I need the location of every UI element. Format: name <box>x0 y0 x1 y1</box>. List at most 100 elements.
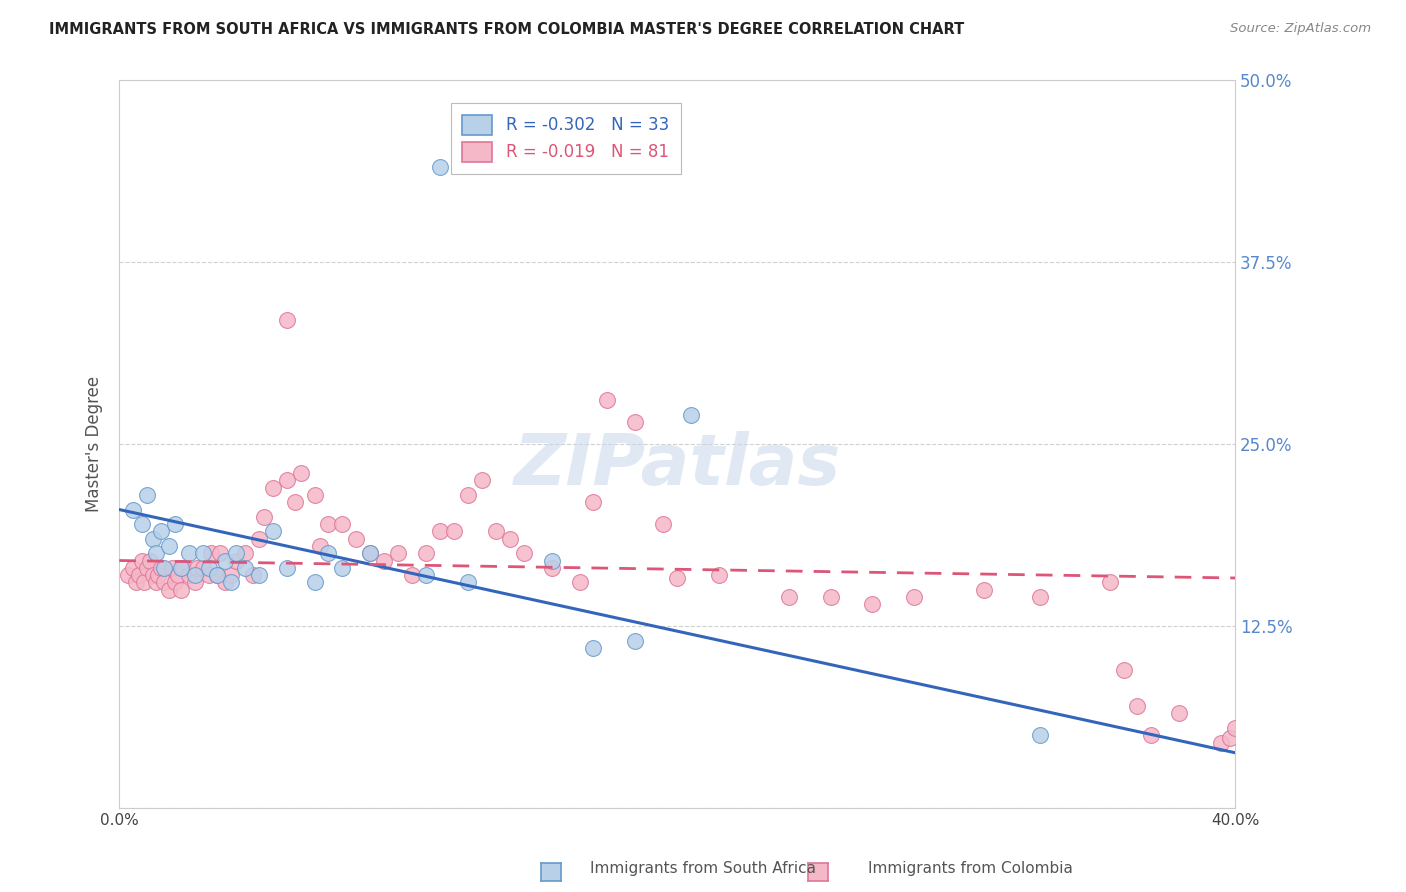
Point <box>247 568 270 582</box>
Point <box>401 568 423 582</box>
Legend: R = -0.302   N = 33, R = -0.019   N = 81: R = -0.302 N = 33, R = -0.019 N = 81 <box>451 103 681 174</box>
Point <box>183 575 205 590</box>
Point <box>429 524 451 539</box>
Point <box>318 517 340 532</box>
Point <box>429 161 451 175</box>
Point <box>219 575 242 590</box>
Point <box>134 575 156 590</box>
Point <box>903 590 925 604</box>
Point <box>153 575 176 590</box>
Point <box>304 488 326 502</box>
Point <box>582 640 605 655</box>
Point <box>148 568 170 582</box>
Point <box>596 393 619 408</box>
Point <box>1112 663 1135 677</box>
Point <box>247 532 270 546</box>
Point <box>276 474 298 488</box>
Text: ZIPatlas: ZIPatlas <box>513 432 841 500</box>
Point <box>186 561 208 575</box>
Point <box>162 561 184 575</box>
Point <box>1218 731 1240 746</box>
Point <box>208 546 231 560</box>
Point <box>1251 702 1274 716</box>
Point <box>145 575 167 590</box>
Point <box>1211 735 1233 749</box>
Point <box>225 546 247 560</box>
Point <box>457 488 479 502</box>
Point <box>973 582 995 597</box>
Point <box>1223 721 1246 735</box>
Text: Immigrants from South Africa: Immigrants from South Africa <box>591 861 815 876</box>
Point <box>177 568 200 582</box>
Point <box>1126 699 1149 714</box>
Point <box>169 561 191 575</box>
Point <box>1308 670 1330 684</box>
Point <box>485 524 508 539</box>
Point <box>214 553 236 567</box>
Y-axis label: Master's Degree: Master's Degree <box>86 376 103 512</box>
Point <box>183 568 205 582</box>
Point <box>332 561 354 575</box>
Point <box>219 568 242 582</box>
Point <box>150 561 173 575</box>
Point <box>166 568 188 582</box>
Point <box>253 509 276 524</box>
Point <box>304 575 326 590</box>
Point <box>262 481 284 495</box>
Point <box>359 546 381 560</box>
Point <box>191 546 214 560</box>
Point <box>415 568 437 582</box>
Point <box>1168 706 1191 721</box>
Point <box>225 553 247 567</box>
Point <box>159 582 181 597</box>
Point <box>707 568 730 582</box>
Point <box>415 546 437 560</box>
Point <box>290 466 312 480</box>
Point <box>150 524 173 539</box>
Point <box>582 495 605 509</box>
Point <box>443 524 465 539</box>
Text: Source: ZipAtlas.com: Source: ZipAtlas.com <box>1230 22 1371 36</box>
Point <box>165 575 187 590</box>
Point <box>136 488 159 502</box>
Point <box>540 553 562 567</box>
Point <box>540 561 562 575</box>
Point <box>177 546 200 560</box>
Point <box>131 553 153 567</box>
Point <box>205 568 228 582</box>
Point <box>197 568 219 582</box>
Point <box>332 517 354 532</box>
Point <box>169 582 191 597</box>
Point <box>276 313 298 327</box>
Point <box>122 561 145 575</box>
Point <box>862 597 884 611</box>
Point <box>128 568 150 582</box>
Point <box>1029 728 1052 742</box>
Point <box>142 532 165 546</box>
Point <box>131 517 153 532</box>
Point <box>262 524 284 539</box>
Point <box>778 590 800 604</box>
Point <box>153 561 176 575</box>
Point <box>513 546 536 560</box>
Point <box>457 575 479 590</box>
Point <box>373 553 395 567</box>
Point <box>471 474 494 488</box>
Point <box>205 568 228 582</box>
Point <box>1279 688 1302 702</box>
Point <box>624 415 647 429</box>
Point <box>1237 714 1260 728</box>
Point <box>1029 590 1052 604</box>
Point <box>309 539 332 553</box>
Point <box>125 575 148 590</box>
Point <box>284 495 307 509</box>
Point <box>159 539 181 553</box>
Point <box>276 561 298 575</box>
Point <box>568 575 591 590</box>
Point <box>820 590 842 604</box>
Point <box>499 532 522 546</box>
Point <box>233 561 256 575</box>
Point <box>165 517 187 532</box>
Point <box>200 546 222 560</box>
Point <box>318 546 340 560</box>
